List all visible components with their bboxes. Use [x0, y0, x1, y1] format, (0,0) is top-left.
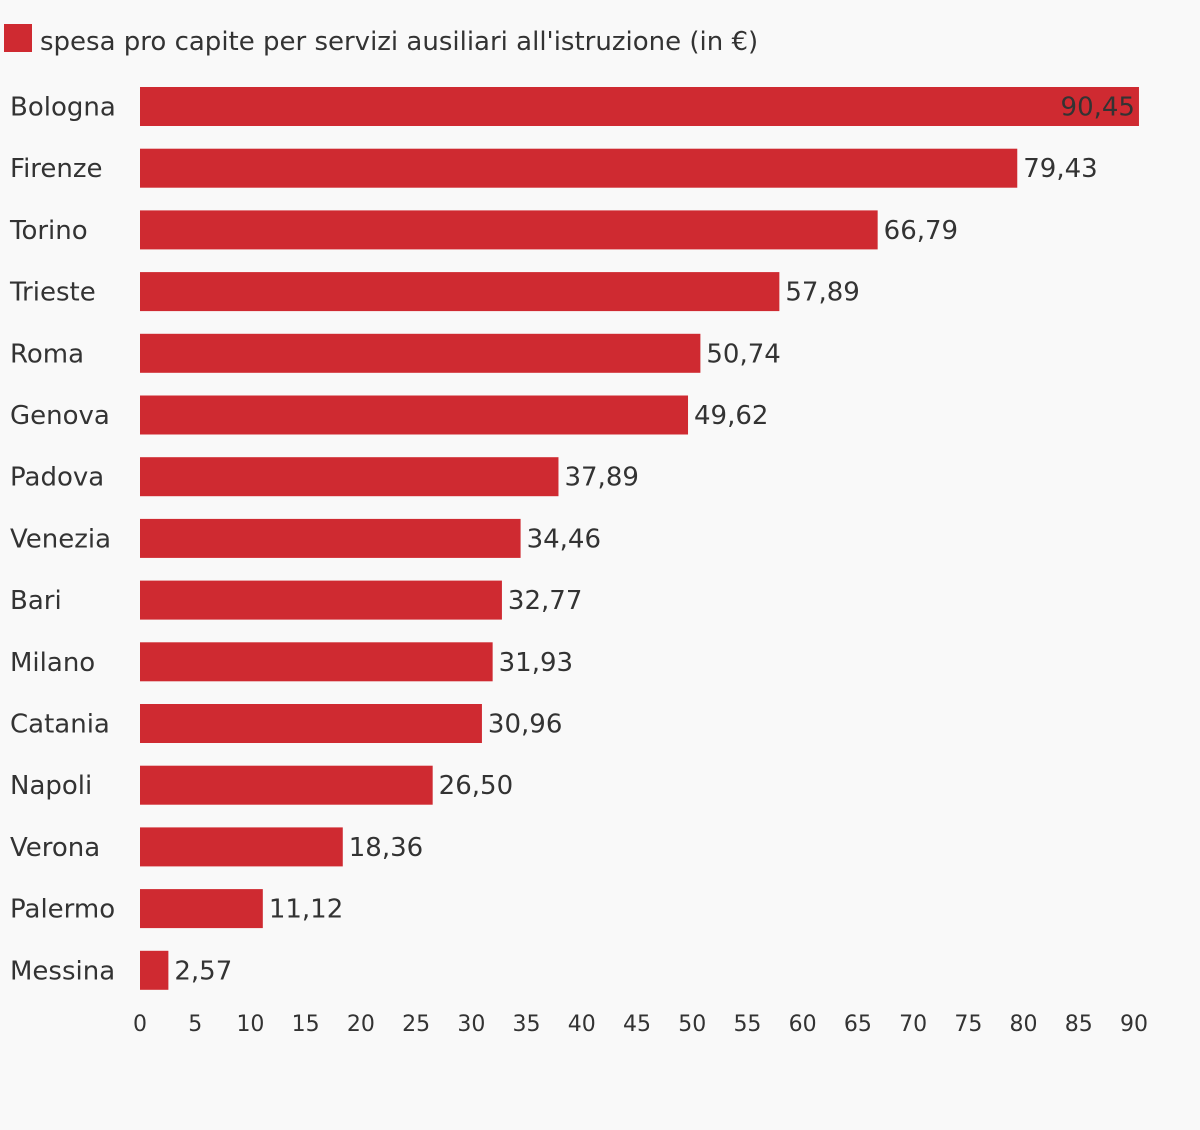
value-label: 79,43	[1023, 154, 1097, 184]
x-tick-label: 5	[188, 1012, 202, 1037]
value-label: 26,50	[439, 771, 513, 801]
value-label: 11,12	[269, 895, 343, 925]
category-label: Catania	[10, 710, 110, 740]
bar	[140, 272, 780, 312]
category-label: Milano	[10, 648, 95, 678]
bar	[140, 210, 878, 250]
bar	[140, 457, 559, 497]
bar	[140, 642, 493, 682]
x-tick-label: 50	[678, 1012, 706, 1037]
x-tick-label: 20	[347, 1012, 375, 1037]
value-label: 66,79	[884, 216, 958, 246]
x-tick-label: 15	[292, 1012, 320, 1037]
bar	[140, 889, 263, 929]
bar	[140, 765, 433, 805]
category-label: Venezia	[10, 524, 111, 554]
x-tick-label: 60	[789, 1012, 817, 1037]
bar	[140, 518, 521, 558]
bar	[140, 333, 701, 373]
x-tick-label: 35	[513, 1012, 541, 1037]
legend-label: spesa pro capite per servizi ausiliari a…	[40, 27, 758, 57]
value-label: 32,77	[508, 586, 582, 616]
x-tick-label: 40	[568, 1012, 596, 1037]
x-tick-label: 25	[402, 1012, 430, 1037]
value-label: 57,89	[785, 278, 859, 308]
category-label: Torino	[9, 216, 88, 246]
legend-swatch	[4, 24, 32, 52]
x-tick-label: 55	[733, 1012, 761, 1037]
x-tick-label: 90	[1120, 1012, 1148, 1037]
x-tick-label: 70	[899, 1012, 927, 1037]
x-tick-label: 80	[1010, 1012, 1038, 1037]
category-label: Padova	[10, 463, 104, 493]
category-label: Verona	[10, 833, 100, 863]
x-tick-label: 65	[844, 1012, 872, 1037]
value-label: 2,57	[174, 956, 232, 986]
category-label: Firenze	[10, 154, 103, 184]
bar	[140, 395, 689, 435]
x-tick-label: 30	[457, 1012, 485, 1037]
value-label: 49,62	[694, 401, 768, 431]
category-label: Napoli	[10, 771, 92, 801]
x-tick-label: 10	[236, 1012, 264, 1037]
category-label: Messina	[10, 956, 115, 986]
value-label: 37,89	[564, 463, 638, 493]
bar	[140, 148, 1018, 188]
category-label: Genova	[10, 401, 110, 431]
x-tick-label: 45	[623, 1012, 651, 1037]
value-label: 31,93	[499, 648, 573, 678]
bars	[140, 87, 1139, 990]
value-label: 18,36	[349, 833, 423, 863]
value-label: 34,46	[527, 524, 601, 554]
category-label: Palermo	[10, 895, 115, 925]
bar	[140, 580, 502, 620]
category-label: Bologna	[10, 93, 116, 123]
value-label: 50,74	[706, 339, 780, 369]
category-labels: Bologna Firenze Torino Trieste Roma Genova Pad…	[9, 93, 116, 987]
bar	[140, 704, 482, 743]
value-label: 30,96	[488, 710, 562, 740]
category-label: Trieste	[9, 278, 96, 308]
bar	[140, 827, 343, 867]
x-axis-ticks: 0 5 10 15 20 25 30 35 40 45 50 55 60 65 70 75 80 85 90	[133, 1012, 1148, 1037]
x-tick-label: 75	[954, 1012, 982, 1037]
category-label: Bari	[10, 586, 62, 616]
x-tick-label: 85	[1065, 1012, 1093, 1037]
legend: spesa pro capite per servizi ausiliari a…	[4, 24, 758, 57]
value-labels: 90,45 79,43 66,79 57,89 50,74 49,62 37,89 34,46…	[174, 93, 1135, 987]
x-tick-label: 0	[133, 1012, 147, 1037]
bar	[140, 950, 169, 990]
category-label: Roma	[10, 339, 84, 369]
bar	[140, 87, 1139, 126]
value-label: 90,45	[1061, 93, 1135, 123]
